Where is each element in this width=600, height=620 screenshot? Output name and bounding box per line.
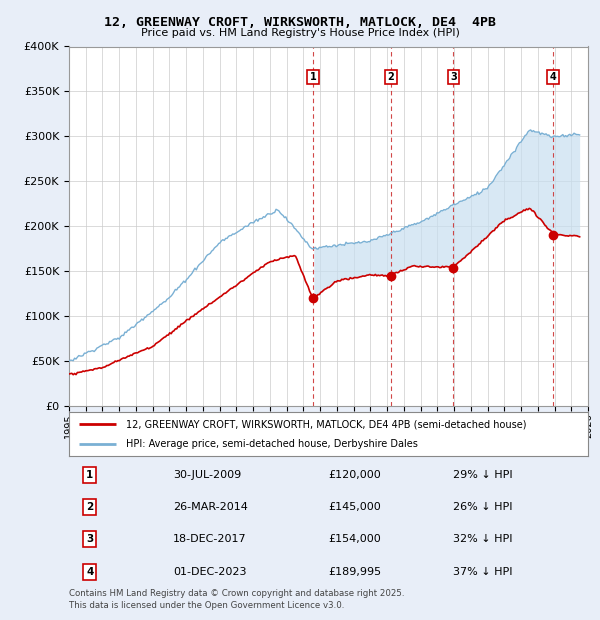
Text: 3: 3: [86, 534, 94, 544]
Text: 18-DEC-2017: 18-DEC-2017: [173, 534, 247, 544]
Text: 1: 1: [86, 470, 94, 480]
Text: 3: 3: [450, 72, 457, 82]
Text: 29% ↓ HPI: 29% ↓ HPI: [453, 470, 512, 480]
Text: 2: 2: [86, 502, 94, 512]
Text: 4: 4: [550, 72, 557, 82]
Text: 2: 2: [388, 72, 394, 82]
Text: £189,995: £189,995: [329, 567, 382, 577]
Text: 37% ↓ HPI: 37% ↓ HPI: [453, 567, 512, 577]
Text: 32% ↓ HPI: 32% ↓ HPI: [453, 534, 512, 544]
Text: HPI: Average price, semi-detached house, Derbyshire Dales: HPI: Average price, semi-detached house,…: [126, 439, 418, 449]
Text: £145,000: £145,000: [329, 502, 381, 512]
Text: 12, GREENWAY CROFT, WIRKSWORTH, MATLOCK, DE4  4PB: 12, GREENWAY CROFT, WIRKSWORTH, MATLOCK,…: [104, 16, 496, 29]
Text: 26% ↓ HPI: 26% ↓ HPI: [453, 502, 512, 512]
Text: 01-DEC-2023: 01-DEC-2023: [173, 567, 247, 577]
Text: Contains HM Land Registry data © Crown copyright and database right 2025.
This d: Contains HM Land Registry data © Crown c…: [69, 589, 404, 610]
Text: 12, GREENWAY CROFT, WIRKSWORTH, MATLOCK, DE4 4PB (semi-detached house): 12, GREENWAY CROFT, WIRKSWORTH, MATLOCK,…: [126, 419, 527, 429]
Text: 1: 1: [310, 72, 316, 82]
Text: £120,000: £120,000: [329, 470, 381, 480]
Text: £154,000: £154,000: [329, 534, 381, 544]
Text: 4: 4: [86, 567, 94, 577]
Text: 26-MAR-2014: 26-MAR-2014: [173, 502, 248, 512]
Text: 30-JUL-2009: 30-JUL-2009: [173, 470, 241, 480]
Text: Price paid vs. HM Land Registry's House Price Index (HPI): Price paid vs. HM Land Registry's House …: [140, 28, 460, 38]
